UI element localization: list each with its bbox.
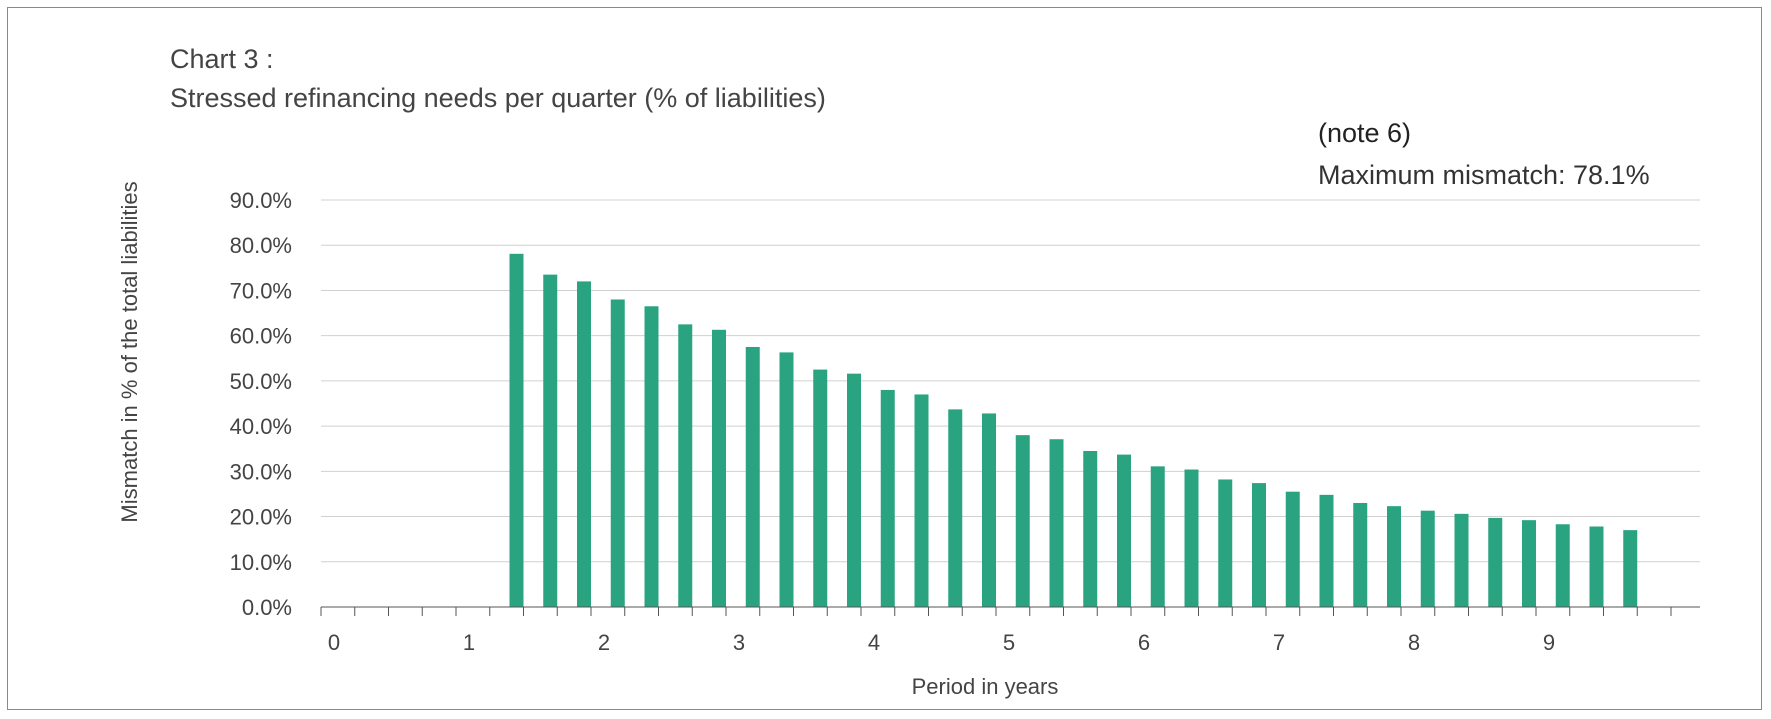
bar: [1555, 524, 1570, 607]
y-tick-label: 90.0%: [230, 188, 292, 213]
chart-number: Chart 3 :: [170, 44, 274, 74]
y-axis-title: Mismatch in % of the total liabilities: [117, 181, 142, 522]
y-tick-label: 40.0%: [230, 414, 292, 439]
x-tick-label: 8: [1408, 630, 1420, 655]
y-axis: 0.0% 10.0% 20.0% 30.0% 40.0% 50.0% 60.0% 70.0% 8…: [230, 188, 292, 620]
bar: [1319, 494, 1334, 607]
bar: [1623, 530, 1638, 607]
x-tick-label: 3: [733, 630, 745, 655]
bar: [1252, 483, 1266, 607]
bar: [1218, 479, 1233, 607]
bar: [1420, 510, 1435, 607]
bar: [847, 373, 861, 607]
x-tick-label: 7: [1273, 630, 1285, 655]
y-tick-label: 70.0%: [230, 278, 292, 303]
x-tick-label: 0: [328, 630, 340, 655]
bar: [948, 409, 963, 607]
x-axis-title: Period in years: [912, 674, 1059, 699]
y-tick-label: 20.0%: [230, 505, 292, 530]
y-tick-label: 30.0%: [230, 459, 292, 484]
x-tick-label: 2: [598, 630, 610, 655]
bar: [509, 253, 524, 607]
bars: [509, 253, 1638, 607]
bar: [678, 324, 693, 607]
bar: [644, 306, 659, 607]
x-tick-label: 1: [463, 630, 475, 655]
x-tick-label: 9: [1543, 630, 1555, 655]
x-tick-label: 6: [1138, 630, 1150, 655]
chart-title: Stressed refinancing needs per quarter (…: [170, 83, 826, 113]
bar: [880, 389, 895, 607]
y-tick-label: 80.0%: [230, 233, 292, 258]
gridlines: [321, 199, 1700, 563]
bar: [914, 394, 929, 607]
bar: [745, 346, 760, 607]
x-tick-label: 5: [1003, 630, 1015, 655]
x-tick-label: 4: [868, 630, 880, 655]
bar: [1049, 439, 1064, 607]
y-tick-label: 50.0%: [230, 369, 292, 394]
bar: [1387, 506, 1401, 607]
y-tick-label: 60.0%: [230, 324, 292, 349]
x-axis: 0 1 2 3 4 5 6 7 8 9: [320, 606, 1700, 655]
bar: [813, 369, 828, 607]
bar: [982, 413, 996, 607]
bar: [1285, 491, 1300, 607]
y-tick-label: 0.0%: [242, 595, 292, 620]
bar: [1117, 454, 1131, 607]
bar: [1083, 450, 1098, 607]
bar: [577, 281, 591, 607]
bar: [610, 299, 625, 607]
y-tick-label: 10.0%: [230, 550, 292, 575]
chart-frame: [7, 7, 1762, 710]
bar: [1454, 513, 1469, 607]
bar: [712, 329, 726, 607]
bar: [543, 274, 558, 607]
bar: [1488, 517, 1503, 607]
bar: [1589, 526, 1604, 607]
note-label: (note 6): [1318, 118, 1412, 148]
bar: [779, 352, 794, 607]
bar: [1015, 435, 1030, 607]
bar: [1353, 502, 1368, 607]
max-mismatch-label: Maximum mismatch: 78.1%: [1318, 160, 1650, 190]
bar: [1522, 520, 1536, 607]
bar: [1150, 466, 1165, 607]
bar: [1184, 469, 1199, 607]
